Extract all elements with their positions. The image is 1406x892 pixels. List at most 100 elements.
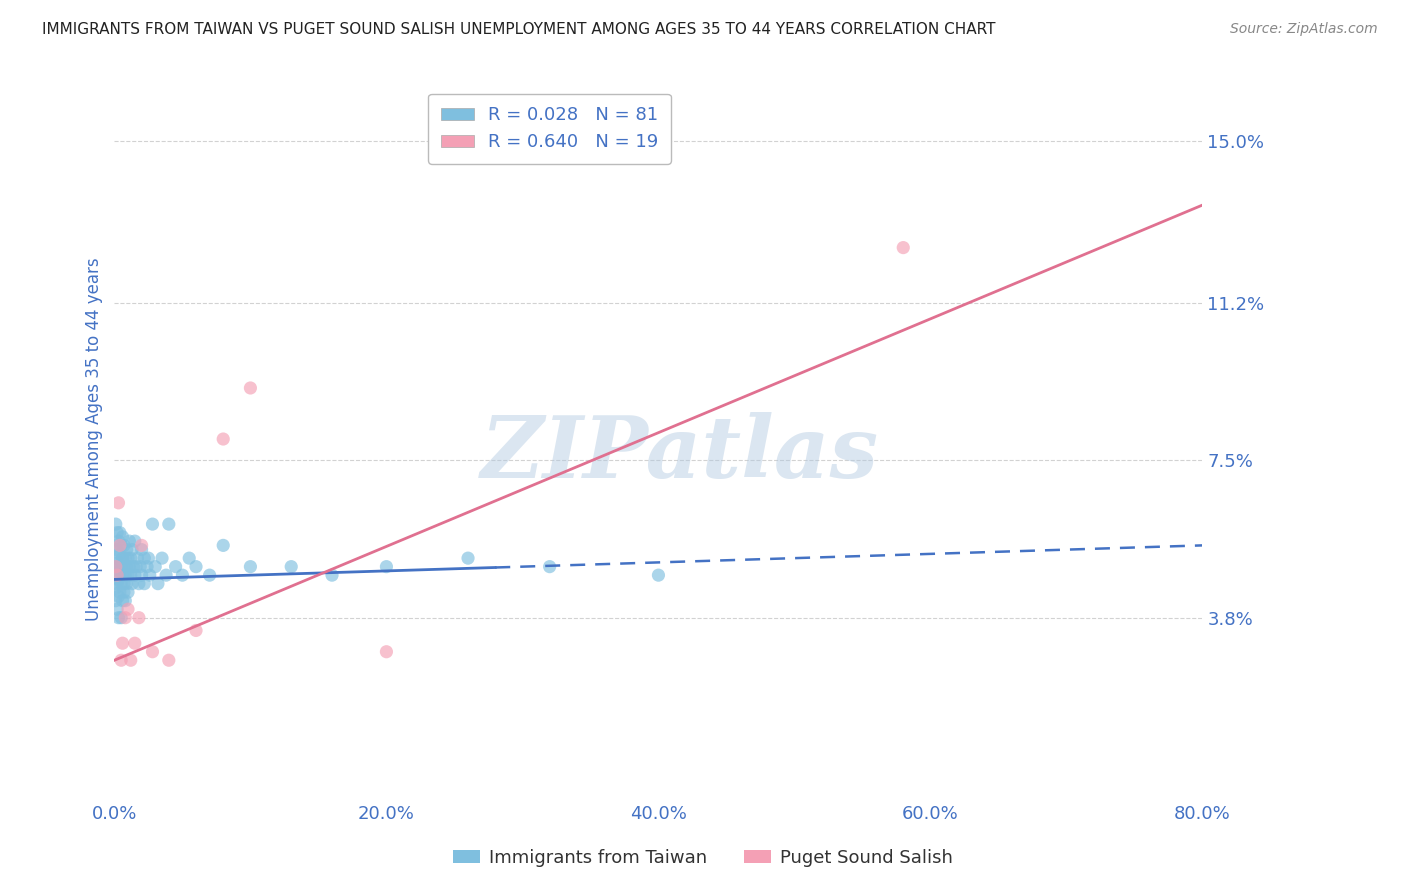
Point [105, 542, 128, 557]
Point [134, 576, 156, 591]
Point [538, 559, 561, 574]
Point [112, 538, 135, 552]
Point [110, 653, 132, 667]
Point [280, 559, 302, 574]
Point [150, 551, 173, 566]
Point [107, 555, 129, 569]
Point [157, 653, 180, 667]
Point [128, 610, 150, 624]
Point [111, 568, 134, 582]
Point [121, 576, 143, 591]
Point [134, 551, 156, 566]
Point [141, 645, 163, 659]
Point [110, 610, 132, 624]
Point [184, 559, 207, 574]
Point [124, 534, 146, 549]
Point [104, 581, 127, 595]
Point [125, 559, 148, 574]
Point [104, 593, 127, 607]
Point [155, 568, 177, 582]
Point [107, 534, 129, 549]
Point [212, 538, 235, 552]
Point [120, 551, 142, 566]
Point [124, 568, 146, 582]
Point [107, 590, 129, 604]
Point [112, 585, 135, 599]
Point [239, 381, 262, 395]
Point [120, 568, 142, 582]
Point [131, 568, 153, 582]
Text: ZIPatlas: ZIPatlas [481, 412, 879, 495]
Point [111, 636, 134, 650]
Point [118, 534, 141, 549]
Point [108, 538, 131, 552]
Point [112, 576, 135, 591]
Point [108, 564, 131, 578]
Point [114, 568, 136, 582]
Point [117, 551, 139, 566]
Point [115, 576, 138, 591]
Point [105, 568, 128, 582]
Point [111, 551, 134, 566]
Point [184, 624, 207, 638]
Y-axis label: Unemployment Among Ages 35 to 44 years: Unemployment Among Ages 35 to 44 years [86, 257, 103, 621]
Point [239, 559, 262, 574]
Legend: R = 0.028   N = 81, R = 0.640   N = 19: R = 0.028 N = 81, R = 0.640 N = 19 [429, 94, 671, 164]
Legend: Immigrants from Taiwan, Puget Sound Salish: Immigrants from Taiwan, Puget Sound Sali… [446, 842, 960, 874]
Point [108, 547, 131, 561]
Point [117, 602, 139, 616]
Point [138, 551, 160, 566]
Point [157, 517, 180, 532]
Point [124, 636, 146, 650]
Point [105, 525, 128, 540]
Point [143, 559, 166, 574]
Point [115, 559, 138, 574]
Point [128, 576, 150, 591]
Point [172, 568, 194, 582]
Point [457, 551, 479, 566]
Point [121, 542, 143, 557]
Point [111, 530, 134, 544]
Point [131, 542, 153, 557]
Point [115, 542, 138, 557]
Point [127, 551, 149, 566]
Point [105, 576, 128, 591]
Point [104, 538, 127, 552]
Point [139, 568, 162, 582]
Point [179, 551, 201, 566]
Point [375, 645, 398, 659]
Point [375, 559, 398, 574]
Point [117, 585, 139, 599]
Point [120, 653, 142, 667]
Point [107, 573, 129, 587]
Point [107, 496, 129, 510]
Point [104, 559, 127, 574]
Point [104, 551, 127, 566]
Point [114, 551, 136, 566]
Point [108, 525, 131, 540]
Point [110, 538, 132, 552]
Point [321, 568, 343, 582]
Text: Source: ZipAtlas.com: Source: ZipAtlas.com [1230, 22, 1378, 37]
Point [107, 610, 129, 624]
Point [114, 610, 136, 624]
Text: IMMIGRANTS FROM TAIWAN VS PUGET SOUND SALISH UNEMPLOYMENT AMONG AGES 35 TO 44 YE: IMMIGRANTS FROM TAIWAN VS PUGET SOUND SA… [42, 22, 995, 37]
Point [891, 241, 914, 255]
Point [136, 559, 159, 574]
Point [117, 568, 139, 582]
Point [114, 593, 136, 607]
Point [108, 585, 131, 599]
Point [146, 576, 169, 591]
Point [104, 568, 127, 582]
Point [105, 602, 128, 616]
Point [104, 559, 127, 574]
Point [165, 559, 187, 574]
Point [141, 517, 163, 532]
Point [110, 559, 132, 574]
Point [198, 568, 221, 582]
Point [647, 568, 669, 582]
Point [104, 517, 127, 532]
Point [122, 559, 145, 574]
Point [129, 559, 152, 574]
Point [212, 432, 235, 446]
